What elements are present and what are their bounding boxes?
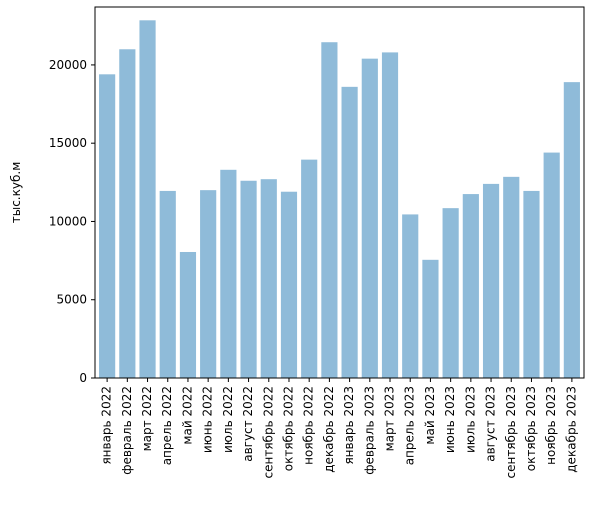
x-tick-label: ноябрь 2023 xyxy=(544,386,558,465)
bar xyxy=(341,86,358,378)
bar xyxy=(321,42,338,378)
plot-frame xyxy=(94,6,585,379)
bar xyxy=(119,49,136,379)
x-tick-label: сентябрь 2023 xyxy=(504,386,518,478)
x-tick-label: июль 2022 xyxy=(221,386,235,453)
y-tick-label: 20000 xyxy=(49,58,87,72)
x-tick-label: май 2023 xyxy=(423,386,437,445)
y-tick-label: 0 xyxy=(79,371,87,385)
bar xyxy=(99,74,116,378)
x-tick-label: март 2022 xyxy=(140,386,154,451)
bar xyxy=(381,52,399,379)
bar xyxy=(422,259,439,378)
bar xyxy=(402,214,419,378)
y-axis-label: тыс.куб.м xyxy=(9,162,23,224)
bar xyxy=(280,191,298,378)
x-tick-label: февраль 2023 xyxy=(362,386,376,475)
x-tick-label: июль 2023 xyxy=(463,386,477,453)
bar xyxy=(543,152,560,378)
x-tick-label: июнь 2023 xyxy=(443,386,457,453)
x-tick-label: октябрь 2023 xyxy=(524,386,538,471)
x-tick-label: апрель 2022 xyxy=(160,386,174,465)
x-tick-label: март 2023 xyxy=(383,386,397,451)
x-tick-label: август 2022 xyxy=(241,386,255,462)
x-tick-label: октябрь 2022 xyxy=(281,386,295,471)
bar xyxy=(482,183,500,378)
y-tick-label: 10000 xyxy=(49,214,87,228)
bar xyxy=(361,58,378,378)
x-tick-label: август 2023 xyxy=(484,386,498,462)
bar xyxy=(462,194,479,378)
x-tick-label: июнь 2022 xyxy=(201,386,215,453)
x-tick-label: декабрь 2023 xyxy=(564,386,578,473)
bar xyxy=(200,190,217,378)
bar xyxy=(240,180,257,378)
bar xyxy=(523,190,540,378)
x-tick-label: апрель 2023 xyxy=(403,386,417,465)
x-tick-label: май 2022 xyxy=(180,386,194,445)
x-tick-label: февраль 2022 xyxy=(120,386,134,475)
y-tick-label: 15000 xyxy=(49,136,87,150)
x-tick-label: сентябрь 2022 xyxy=(261,386,275,478)
bar xyxy=(139,20,156,379)
y-tick-label: 5000 xyxy=(56,293,87,307)
bar xyxy=(260,179,277,378)
x-tick-label: январь 2023 xyxy=(342,386,356,465)
bar xyxy=(301,159,318,378)
bar xyxy=(442,208,459,378)
x-tick-label: ноябрь 2022 xyxy=(302,386,316,465)
bar xyxy=(220,169,237,378)
x-axis-ticks: январь 2022 февраль 2022 март 2022 апрель 2… xyxy=(100,378,578,478)
bar xyxy=(563,82,580,378)
x-tick-label: декабрь 2022 xyxy=(322,386,336,473)
bar xyxy=(159,190,176,378)
bar xyxy=(503,176,520,378)
x-tick-label: январь 2022 xyxy=(100,386,114,465)
bars-group xyxy=(99,20,580,379)
y-axis-ticks: 0 5000 10000 15000 20000 xyxy=(49,58,95,385)
bar xyxy=(179,251,197,378)
